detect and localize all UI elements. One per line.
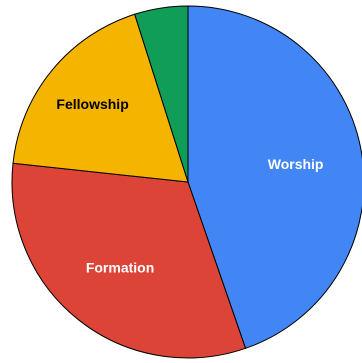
pie-labels: Worship Formation Fellowship [56, 96, 323, 275]
pie-slices [11, 5, 362, 359]
pie-slice-fellowship [12, 13, 189, 183]
pie-slice-worship [187, 5, 362, 349]
pie-slice-formation [11, 162, 247, 359]
pie-label-formation: Formation [86, 259, 154, 275]
pie-slice-other [134, 5, 189, 183]
pie-label-worship: Worship [268, 156, 324, 172]
pie-label-fellowship: Fellowship [56, 96, 128, 112]
